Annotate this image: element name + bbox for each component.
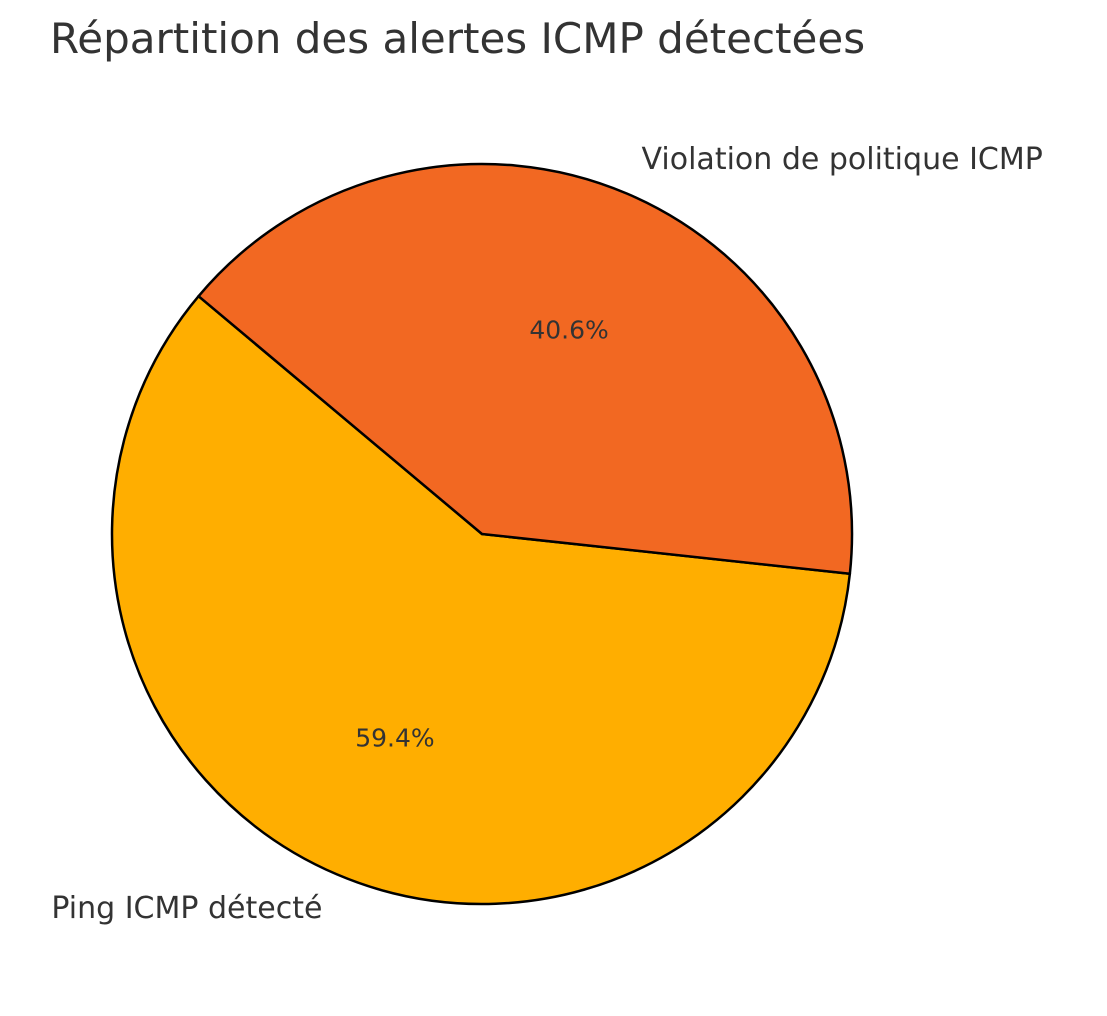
slice-label-2: Violation de politique ICMP: [642, 142, 1043, 177]
pie-slice-1: [110, 294, 852, 906]
slice-label-1: Ping ICMP détecté: [51, 891, 322, 926]
chart-title: Répartition des alertes ICMP détectées: [50, 14, 866, 63]
pie-slice-2: [197, 162, 854, 575]
slice-percent-2: 40.6%: [529, 315, 608, 344]
slice-percent-1: 59.4%: [355, 724, 434, 753]
